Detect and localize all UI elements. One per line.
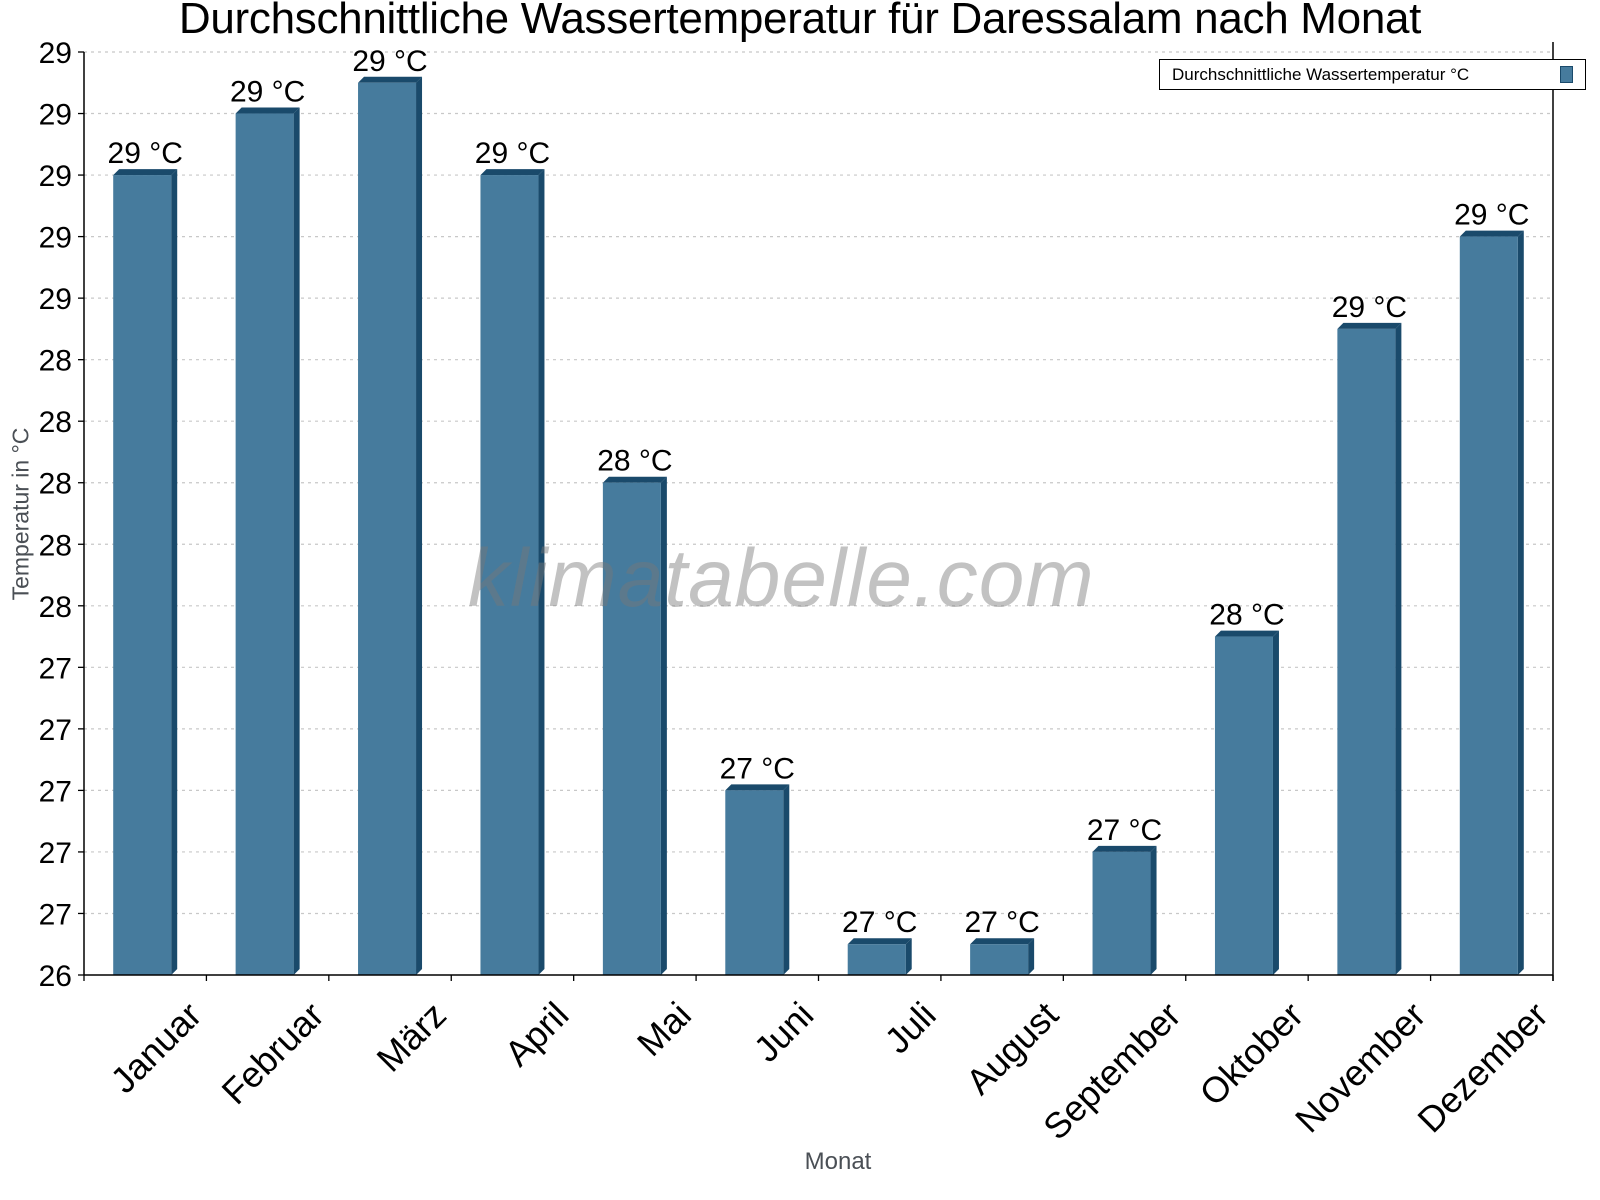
x-tick-label: Februar [214,994,332,1112]
y-tick-label: 27 [39,898,72,931]
chart-title: Durchschnittliche Wassertemperatur für D… [178,0,1422,43]
data-label: 27 °C [842,906,917,939]
y-tick-label: 27 [39,652,72,685]
x-tick-label: Juni [746,994,822,1070]
data-label: 27 °C [964,906,1039,939]
x-tick-label: Dezember [1409,994,1555,1140]
bar-oktober [1214,630,1279,975]
data-label: 29 °C [1332,291,1407,324]
bar-februar [235,107,300,976]
bar-juli [847,938,912,975]
y-axis-title: Temperatur in °C [7,427,34,601]
bar-märz [358,76,423,976]
x-tick-label: März [369,994,455,1080]
y-tick-label: 28 [39,468,72,501]
data-label: 29 °C [108,137,183,170]
bar-januar [113,169,178,976]
y-tick-label: 28 [39,345,72,378]
x-tick-label: Januar [102,994,209,1101]
y-axis-ticks: 26 27 27 27 27 27 28 28 28 28 28 29 29 29 29 29 [39,37,84,993]
x-tick-label: Juli [877,994,944,1061]
legend-swatch-icon [1560,66,1573,83]
y-tick-label: 28 [39,591,72,624]
x-tick-label: Oktober [1191,994,1311,1114]
x-tick-label: August [958,994,1066,1102]
x-tick-label: November [1287,994,1433,1140]
data-label: 27 °C [1087,814,1162,847]
y-tick-label: 29 [39,99,72,132]
bar-juni [725,784,790,975]
data-label: 28 °C [597,445,672,478]
data-label: 29 °C [352,45,427,78]
y-tick-label: 28 [39,529,72,562]
legend: Durchschnittliche Wassertemperatur °C [1159,59,1586,90]
y-tick-label: 27 [39,837,72,870]
data-label: 29 °C [475,137,550,170]
y-tick-label: 27 [39,775,72,808]
bar-september [1092,845,1157,975]
axes [83,42,1554,981]
bar-november [1337,322,1402,975]
data-label: 27 °C [720,752,795,785]
y-tick-label: 29 [39,160,72,193]
x-axis-title: Monat [804,1148,872,1175]
data-label: 29 °C [1454,199,1529,232]
y-tick-label: 29 [39,283,72,316]
watermark: klimatabelle.com [468,533,1095,624]
y-tick-label: 28 [39,406,72,439]
y-tick-label: 29 [39,222,72,255]
y-tick-label: 29 [39,37,72,70]
legend-label: Durchschnittliche Wassertemperatur °C [1172,65,1470,84]
y-tick-label: 27 [39,714,72,747]
bar-april [480,169,545,976]
x-tick-label: Mai [629,994,699,1064]
bar-august [970,938,1035,975]
bars [113,76,1524,976]
bar-mai [602,476,667,975]
data-label: 29 °C [230,76,305,109]
gridlines [84,51,1553,915]
data-labels: 29 °C 29 °C 29 °C 29 °C 28 °C 27 °C 27 °C 27 °C… [108,45,1530,939]
x-axis-ticks: Januar Februar März April Mai Juni Juli AugustS… [83,975,1556,1148]
x-tick-label: April [497,994,577,1074]
y-tick-label: 26 [39,960,72,993]
data-label: 28 °C [1209,599,1284,632]
bar-dezember [1459,230,1524,976]
